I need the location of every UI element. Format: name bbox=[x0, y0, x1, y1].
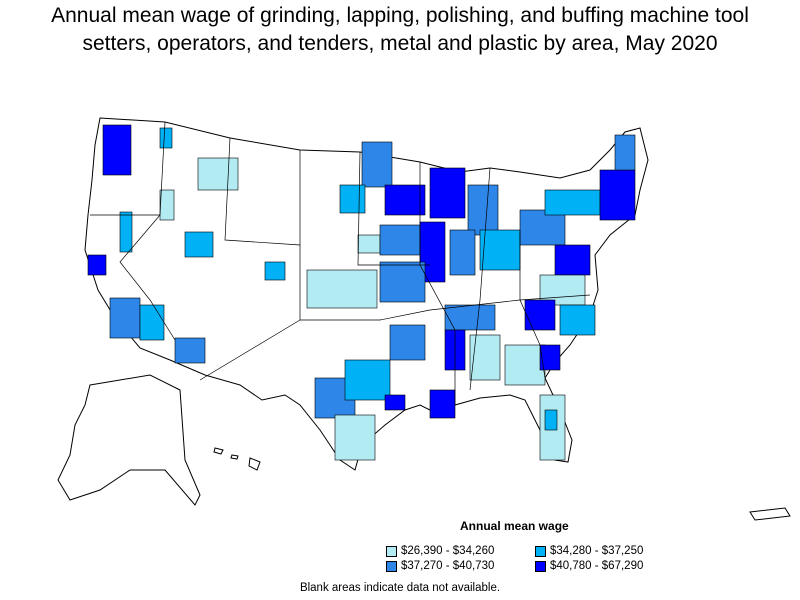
region-oregon-east bbox=[159, 189, 175, 221]
state-borders bbox=[90, 121, 591, 405]
region-washington bbox=[102, 124, 132, 176]
legend-label-tier1: $26,390 - $34,260 bbox=[401, 545, 495, 557]
region-georgia bbox=[504, 344, 546, 386]
region-texas-2 bbox=[344, 359, 391, 401]
region-socal bbox=[109, 297, 141, 339]
region-maine bbox=[614, 134, 636, 171]
legend-swatch-tier1 bbox=[386, 545, 397, 557]
region-louisiana bbox=[429, 389, 456, 419]
legend-item-tier1: $26,390 - $34,260 bbox=[386, 545, 494, 557]
legend-item-tier2: $34,280 - $37,250 bbox=[535, 545, 643, 557]
region-indiana bbox=[449, 229, 476, 276]
legend-item-tier4: $40,780 - $67,290 bbox=[535, 560, 643, 572]
data-note: Blank areas indicate data not available. bbox=[299, 582, 501, 594]
region-mn-2 bbox=[339, 184, 366, 214]
region-florida-2 bbox=[544, 409, 558, 431]
alaska-outline bbox=[57, 374, 201, 506]
region-michigan bbox=[429, 167, 466, 219]
legend-swatch-tier4 bbox=[535, 560, 546, 572]
region-wisconsin bbox=[384, 184, 426, 216]
region-norcal bbox=[87, 254, 107, 276]
region-montana bbox=[197, 157, 239, 191]
region-arkansas bbox=[389, 324, 426, 361]
legend-item-tier3: $37,270 - $40,730 bbox=[386, 560, 494, 572]
legend-swatch-tier2 bbox=[535, 545, 546, 557]
region-ohio bbox=[479, 229, 521, 271]
region-iowa bbox=[379, 224, 421, 256]
region-maryland bbox=[554, 244, 591, 276]
region-arizona bbox=[174, 337, 206, 364]
region-new-england bbox=[599, 169, 636, 221]
legend-label-tier3: $37,270 - $40,730 bbox=[401, 560, 495, 572]
region-louisiana-2 bbox=[384, 394, 406, 411]
region-michigan-2 bbox=[467, 184, 499, 236]
region-sc bbox=[539, 344, 561, 371]
region-tennessee bbox=[444, 304, 496, 331]
region-minnesota bbox=[361, 141, 393, 188]
title-line-2: setters, operators, and tenders, metal a… bbox=[82, 32, 718, 55]
region-kansas bbox=[306, 269, 378, 309]
legend-title: Annual mean wage bbox=[460, 519, 569, 533]
region-socal-2 bbox=[139, 304, 165, 341]
title-line-1: Annual mean wage of grinding, lapping, p… bbox=[51, 4, 749, 27]
hawaii-islands bbox=[213, 447, 261, 471]
region-idaho bbox=[159, 127, 173, 149]
region-alabama bbox=[469, 334, 501, 381]
legend-label-tier4: $40,780 - $67,290 bbox=[550, 560, 644, 572]
legend-label-tier2: $34,280 - $37,250 bbox=[550, 545, 644, 557]
region-texas-3 bbox=[334, 414, 376, 461]
region-colorado bbox=[264, 261, 286, 281]
wage-regions bbox=[87, 124, 636, 461]
legend-swatch-tier3 bbox=[386, 560, 397, 572]
region-nebraska-east bbox=[357, 234, 381, 254]
region-utah bbox=[184, 231, 214, 258]
region-nevada bbox=[119, 211, 133, 253]
region-newyork bbox=[544, 189, 601, 216]
puerto-rico-outline bbox=[749, 507, 791, 521]
region-nc-2 bbox=[559, 304, 596, 336]
region-pennsylvania bbox=[519, 209, 566, 246]
region-nc bbox=[524, 299, 556, 331]
region-missouri bbox=[379, 261, 426, 303]
map-title: Annual mean wage of grinding, lapping, p… bbox=[0, 2, 800, 58]
